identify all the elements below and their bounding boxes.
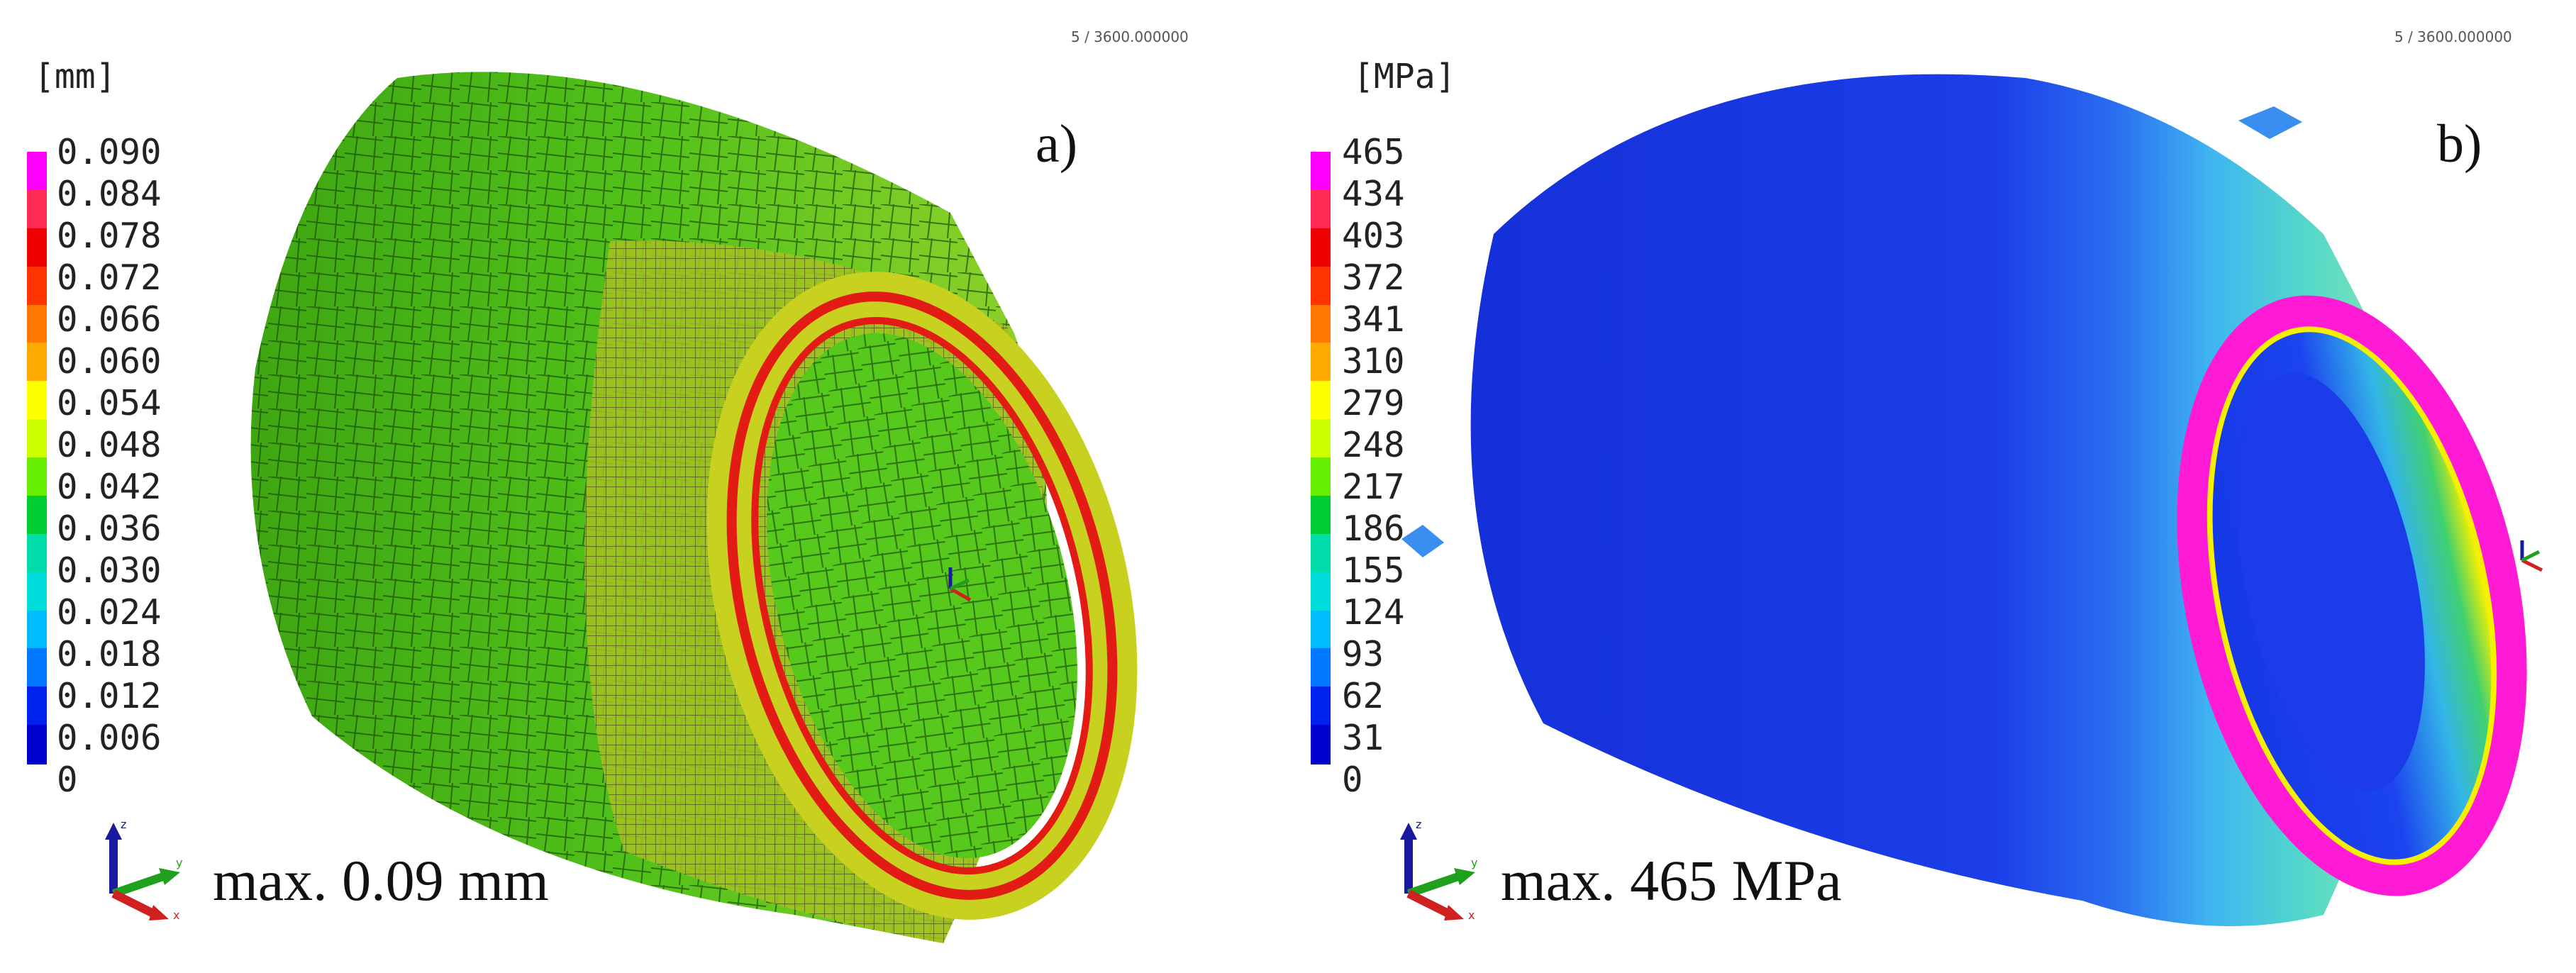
step-info: 5 / 3600.000000 [2394, 28, 2512, 45]
legend-unit: [MPa] [1353, 57, 1456, 96]
center-triad-icon [2520, 540, 2543, 572]
color-scale-segment [27, 152, 47, 191]
color-scale-bar [1311, 152, 1331, 764]
legend-tick: 0.042 [57, 467, 162, 507]
legend-tick: 0.078 [57, 216, 162, 256]
legend-tick: 0 [1342, 760, 1363, 800]
color-scale-segment [1311, 686, 1331, 726]
axis-label-z: z [1416, 818, 1421, 831]
color-scale-segment [1311, 419, 1331, 459]
color-scale-segment [1311, 343, 1331, 382]
color-scale-segment [1311, 189, 1331, 230]
center-triad-icon [948, 567, 972, 602]
panel-displacement: [mm] 5 / 3600.000000 0.090 0.084 0.078 0… [27, 28, 1189, 944]
legend-tick: 0 [57, 760, 78, 800]
color-scale-segment [27, 304, 47, 345]
legend-tick: 155 [1342, 550, 1405, 591]
step-info: 5 / 3600.000000 [1071, 28, 1189, 45]
color-scale-segment [27, 572, 47, 612]
legend-tick: 465 [1342, 132, 1405, 172]
legend-tick: 31 [1342, 718, 1384, 758]
color-scale-segment [1311, 457, 1331, 497]
panel-stress: [MPa] 5 / 3600.000000 465 434 403 372 34… [1288, 0, 2576, 973]
axis-label-x: x [1468, 908, 1475, 922]
legend-tick: 372 [1342, 257, 1405, 298]
axis-label-z: z [121, 818, 126, 831]
color-scale-segment [27, 381, 47, 421]
color-scale-segment [1311, 572, 1331, 612]
legend-tick: 0.036 [57, 508, 162, 549]
panel-label: b) [2437, 114, 2482, 174]
legend-tick: 0.048 [57, 425, 162, 465]
color-scale-segment [1311, 304, 1331, 345]
legend-tick: 248 [1342, 425, 1405, 465]
legend-tick: 310 [1342, 341, 1405, 382]
axis-label-y: y [1471, 856, 1477, 869]
legend-tick: 0.072 [57, 257, 162, 298]
color-scale-segment [1311, 381, 1331, 421]
legend-tick: 217 [1342, 467, 1405, 507]
legend-unit: [mm] [34, 57, 116, 96]
legend-tick: 0.066 [57, 299, 162, 340]
color-scale-segment [27, 533, 47, 574]
color-scale-segment [1311, 495, 1331, 535]
legend-tick: 0.084 [57, 174, 162, 214]
legend-tick: 186 [1342, 508, 1405, 549]
legend-tick: 0.030 [57, 550, 162, 591]
legend-tick: 124 [1342, 592, 1405, 633]
axis-label-x: x [173, 908, 179, 922]
max-value-label: max. 0.09 mm [213, 848, 549, 913]
color-scale-segment [27, 686, 47, 726]
axis-label-y: y [176, 856, 182, 869]
color-scale-segment [27, 266, 47, 306]
legend-tick: 0.006 [57, 718, 162, 758]
max-value-label: max. 465 MPa [1501, 848, 1842, 913]
legend-tick: 0.090 [57, 132, 162, 172]
legend-tick: 0.054 [57, 383, 162, 423]
color-scale-segment [27, 343, 47, 382]
axis-triad-icon: z y x [105, 818, 182, 922]
color-scale-segment [1311, 228, 1331, 268]
color-scale-segment [27, 228, 47, 268]
color-scale-segment [27, 610, 47, 650]
legend-tick: 341 [1342, 299, 1405, 340]
color-scale-bar [27, 152, 47, 764]
color-scale-segment [1311, 725, 1331, 764]
color-scale-segment [1311, 533, 1331, 574]
color-scale-segment [27, 419, 47, 459]
color-scale-segment [27, 725, 47, 764]
color-scale-segment [27, 648, 47, 688]
legend-tick: 0.018 [57, 634, 162, 674]
color-scale-segment [1311, 648, 1331, 688]
legend-tick: 279 [1342, 383, 1405, 423]
legend-tick: 0.012 [57, 676, 162, 716]
panel-label: a) [1036, 114, 1078, 174]
legend-tick: 62 [1342, 676, 1384, 716]
legend-tick: 0.024 [57, 592, 162, 633]
color-scale-segment [27, 189, 47, 230]
color-scale-segment [1311, 610, 1331, 650]
legend-tick: 93 [1342, 634, 1384, 674]
color-scale-segment [1311, 266, 1331, 306]
legend-tick: 0.060 [57, 341, 162, 382]
color-scale-segment [27, 495, 47, 535]
color-scale-segment [27, 457, 47, 497]
legend-tick: 434 [1342, 174, 1405, 214]
axis-triad-icon: z y x [1400, 818, 1477, 922]
legend-tick: 403 [1342, 216, 1405, 256]
cylinder-mesh-model [250, 72, 1138, 944]
cylinder-stress-model [1401, 74, 2543, 927]
color-scale-segment [1311, 152, 1331, 191]
